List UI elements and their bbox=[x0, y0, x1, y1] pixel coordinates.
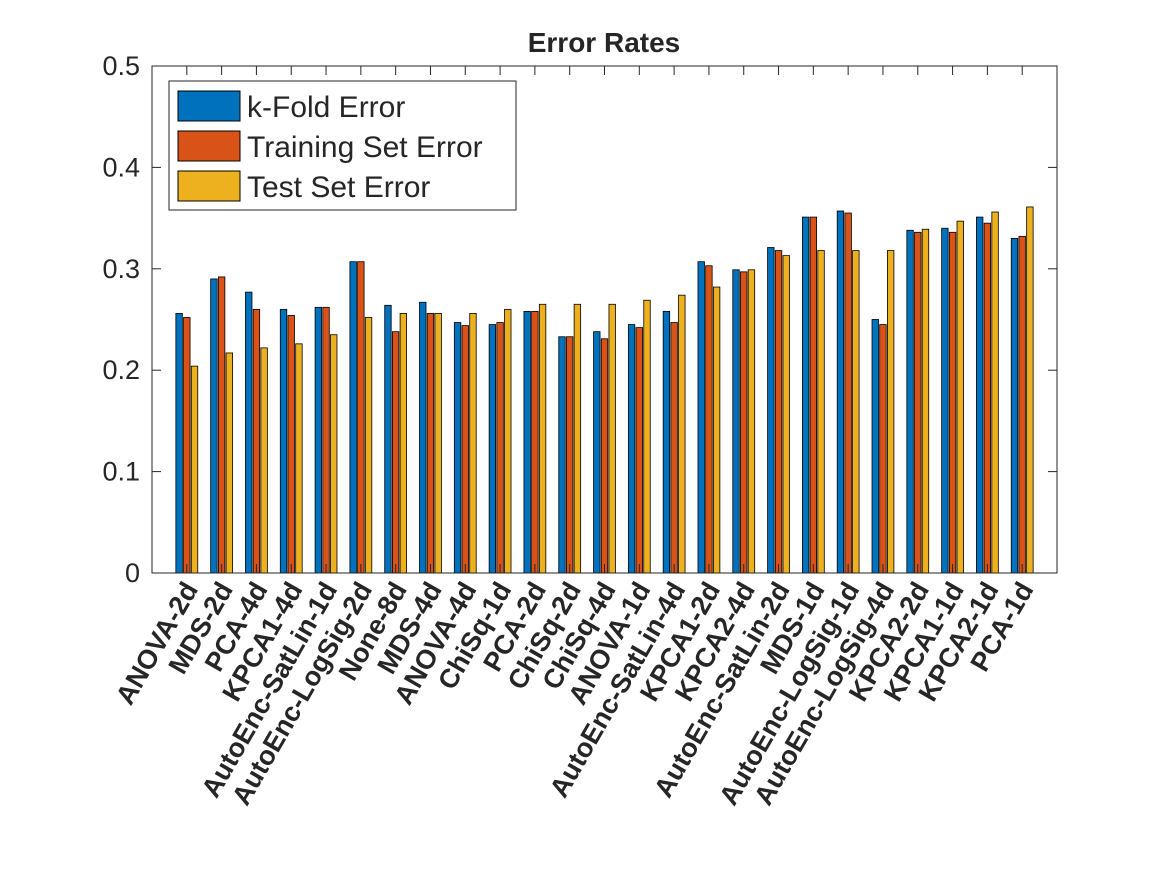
bar-training-set-error-7 bbox=[426, 313, 435, 574]
bar-k-fold-error-14 bbox=[662, 310, 671, 574]
bar-k-fold-error-22 bbox=[941, 227, 949, 574]
bar-training-set-error-1 bbox=[217, 276, 226, 574]
bar-k-fold-error-23 bbox=[976, 216, 984, 574]
legend: k-Fold Error Training Set Error Test Set E… bbox=[168, 80, 517, 211]
bar-training-set-error-12 bbox=[600, 338, 609, 574]
y-tick-label-5: 0.5 bbox=[102, 51, 140, 81]
bar-k-fold-error-24 bbox=[1010, 237, 1019, 574]
bar-k-fold-error-11 bbox=[558, 336, 566, 574]
legend-label-k-fold-error: k-Fold Error bbox=[247, 91, 405, 124]
bar-test-set-error-2 bbox=[260, 347, 268, 574]
bar-test-set-error-23 bbox=[991, 211, 999, 574]
bar-test-set-error-4 bbox=[330, 334, 338, 574]
bar-training-set-error-23 bbox=[983, 222, 992, 574]
bar-k-fold-error-12 bbox=[593, 331, 601, 574]
bar-training-set-error-15 bbox=[705, 265, 713, 574]
bar-k-fold-error-8 bbox=[453, 322, 462, 574]
bar-k-fold-error-18 bbox=[802, 216, 810, 574]
bar-k-fold-error-13 bbox=[627, 324, 636, 574]
legend-label-test-set-error: Test Set Error bbox=[247, 171, 430, 204]
legend-label-training-set-error: Training Set Error bbox=[247, 131, 483, 164]
legend-swatch-training-set-error bbox=[177, 130, 241, 162]
y-tick-label-0: 0 bbox=[125, 558, 140, 588]
y-tick-label-1: 0.1 bbox=[102, 457, 140, 487]
bar-test-set-error-5 bbox=[364, 317, 373, 574]
bar-training-set-error-4 bbox=[322, 306, 330, 574]
bar-test-set-error-18 bbox=[817, 250, 825, 574]
bar-test-set-error-11 bbox=[573, 303, 582, 574]
chart-title: Error Rates bbox=[528, 27, 681, 58]
bar-k-fold-error-15 bbox=[697, 261, 705, 574]
bar-test-set-error-1 bbox=[225, 352, 233, 574]
bar-k-fold-error-19 bbox=[836, 210, 845, 574]
bar-training-set-error-22 bbox=[948, 231, 957, 574]
bar-test-set-error-13 bbox=[643, 299, 651, 574]
bar-test-set-error-8 bbox=[469, 313, 477, 574]
bar-test-set-error-12 bbox=[608, 303, 616, 574]
bar-training-set-error-9 bbox=[496, 322, 504, 574]
legend-swatch-test-set-error bbox=[177, 170, 241, 202]
bar-test-set-error-15 bbox=[712, 286, 721, 574]
bar-k-fold-error-0 bbox=[175, 313, 183, 574]
bar-test-set-error-9 bbox=[504, 308, 512, 574]
bar-test-set-error-19 bbox=[852, 250, 860, 574]
bar-k-fold-error-4 bbox=[314, 306, 322, 574]
bar-test-set-error-7 bbox=[434, 313, 442, 574]
bar-k-fold-error-20 bbox=[871, 319, 879, 574]
bar-training-set-error-16 bbox=[740, 271, 748, 574]
bar-training-set-error-3 bbox=[287, 315, 295, 574]
bar-test-set-error-6 bbox=[399, 313, 408, 574]
bar-training-set-error-11 bbox=[566, 336, 574, 574]
bar-training-set-error-17 bbox=[774, 250, 783, 574]
bar-test-set-error-20 bbox=[887, 250, 895, 574]
bar-training-set-error-8 bbox=[461, 325, 469, 574]
legend-swatch-k-fold-error bbox=[177, 90, 241, 122]
bar-training-set-error-0 bbox=[183, 317, 191, 574]
bar-k-fold-error-6 bbox=[384, 304, 392, 574]
bar-training-set-error-13 bbox=[635, 327, 643, 574]
bar-training-set-error-21 bbox=[914, 231, 922, 574]
bar-test-set-error-17 bbox=[782, 255, 790, 574]
bar-test-set-error-14 bbox=[678, 294, 686, 574]
bar-k-fold-error-16 bbox=[732, 269, 740, 574]
y-tick-label-4: 0.4 bbox=[102, 152, 140, 182]
bar-test-set-error-3 bbox=[295, 343, 303, 574]
bar-test-set-error-24 bbox=[1026, 206, 1034, 574]
bar-training-set-error-10 bbox=[531, 310, 539, 574]
bar-test-set-error-21 bbox=[921, 228, 930, 574]
bar-test-set-error-22 bbox=[956, 220, 964, 574]
bar-k-fold-error-21 bbox=[906, 229, 914, 574]
bar-training-set-error-19 bbox=[844, 212, 852, 574]
bar-training-set-error-18 bbox=[809, 216, 817, 574]
bar-k-fold-error-9 bbox=[488, 324, 497, 574]
bar-training-set-error-5 bbox=[357, 261, 365, 574]
bar-k-fold-error-1 bbox=[210, 278, 218, 574]
bar-training-set-error-24 bbox=[1018, 235, 1026, 574]
bar-k-fold-error-17 bbox=[767, 247, 775, 574]
bar-k-fold-error-5 bbox=[349, 261, 357, 574]
bar-test-set-error-0 bbox=[190, 365, 199, 574]
bar-k-fold-error-10 bbox=[523, 310, 531, 574]
bar-training-set-error-2 bbox=[252, 308, 261, 574]
bar-training-set-error-14 bbox=[670, 322, 678, 574]
bar-test-set-error-10 bbox=[538, 303, 547, 574]
y-tick-label-2: 0.2 bbox=[102, 355, 140, 385]
bar-test-set-error-16 bbox=[747, 269, 756, 574]
bar-training-set-error-6 bbox=[391, 331, 400, 574]
bar-k-fold-error-7 bbox=[419, 301, 427, 574]
bar-k-fold-error-2 bbox=[245, 291, 253, 574]
y-tick-label-3: 0.3 bbox=[102, 254, 140, 284]
bar-k-fold-error-3 bbox=[279, 308, 288, 574]
bar-training-set-error-20 bbox=[879, 324, 887, 574]
